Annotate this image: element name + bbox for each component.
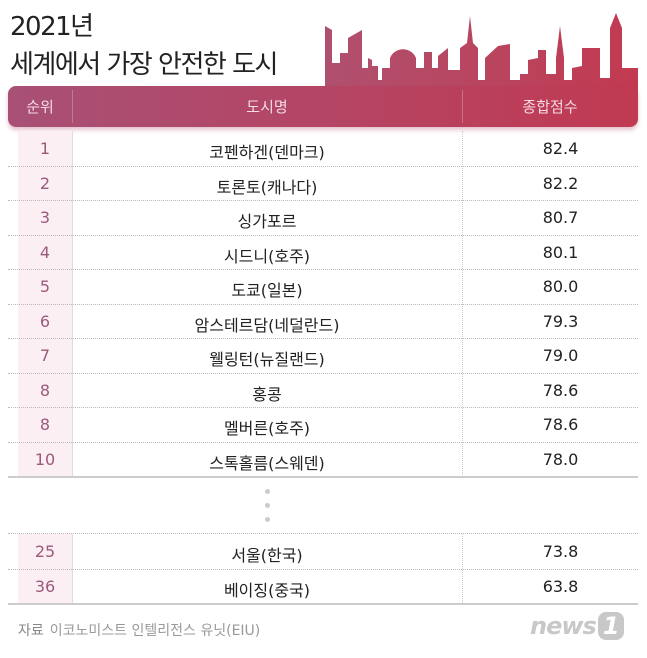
score-cell: 79.3 [542,311,579,331]
city-skyline-icon [325,13,638,98]
city-cell: 코펜하겐(덴마크) [209,143,325,162]
city-cell: 암스테르담(네덜란드) [194,315,340,335]
score-cell: 79.0 [542,346,579,365]
score-cell: 80.0 [542,277,579,296]
rank-cell: 4 [39,242,51,262]
table-row: 5 도쿄(일본) 80.0 [8,269,638,305]
table-header: 순위 도시명 종합점수 [8,86,638,127]
table-row: 1 코펜하겐(덴마크) 82.4 [8,131,638,167]
header-score: 종합점수 [522,98,578,116]
score-cell: 78.0 [542,449,579,469]
city-cell: 서울(한국) [231,546,303,565]
table-row: 2 토론토(캐나다) 82.2 [8,166,638,201]
header-rank: 순위 [26,98,54,116]
city-cell: 웰링턴(뉴질랜드) [209,350,325,369]
score-cell: 82.2 [542,173,579,193]
table-row: 8 멜버른(호주) 78.6 [8,407,638,443]
rank-cell: 8 [39,380,51,400]
rank-cell: 10 [34,449,56,469]
city-cell: 도쿄(일본) [231,281,303,300]
score-cell: 78.6 [542,415,579,434]
title-year: 2021년 [10,12,94,42]
table-row: 10 스톡홀름(스웨덴) 78.0 [8,442,638,478]
city-cell: 홍콩 [252,384,282,404]
table-row: 6 암스테르담(네덜란드) 79.3 [8,304,638,339]
city-cell: 시드니(호주) [223,246,311,266]
city-cell: 멜버른(호주) [223,419,311,438]
title-main: 세계에서 가장 안전한 도시 [10,50,278,80]
rank-cell: 1 [39,139,51,158]
score-cell: 78.6 [542,380,579,400]
city-cell: 싱가포르 [237,212,297,231]
city-cell: 토론토(캐나다) [216,177,318,197]
table-row: 25 서울(한국) 73.8 [8,534,638,570]
news1-logo: news 1 [530,612,624,640]
table-row: 8 홍콩 78.6 [8,373,638,408]
header-city: 도시명 [246,98,288,116]
rank-cell: 5 [39,277,51,296]
rank-cell: 8 [39,415,51,434]
rank-cell: 36 [34,576,56,596]
source-note: 자료 이코노미스트 인텔리전스 유닛(EIU) [18,620,260,640]
rank-cell: 25 [34,542,56,561]
ellipsis-dot [265,517,270,522]
score-cell: 80.1 [542,242,579,262]
source-text: 이코노미스트 인텔리전스 유닛(EIU) [49,623,261,639]
ellipsis-dot [265,503,270,508]
table-row: 3 싱가포르 80.7 [8,200,638,236]
table-row: 36 베이징(중국) 63.8 [8,569,638,605]
city-cell: 스톡홀름(스웨덴) [209,453,325,473]
rank-cell: 2 [39,173,51,193]
rank-cell: 3 [39,208,51,227]
table-row: 4 시드니(호주) 80.1 [8,235,638,270]
table-row: 7 웰링턴(뉴질랜드) 79.0 [8,338,638,374]
score-cell: 63.8 [542,576,579,596]
ellipsis-dot [265,489,270,494]
rank-cell: 6 [39,311,51,331]
score-cell: 73.8 [542,542,579,561]
rank-cell: 7 [39,346,51,365]
source-label: 자료 [18,623,44,639]
score-cell: 80.7 [542,208,579,227]
score-cell: 82.4 [542,139,579,158]
city-cell: 베이징(중국) [223,580,311,600]
